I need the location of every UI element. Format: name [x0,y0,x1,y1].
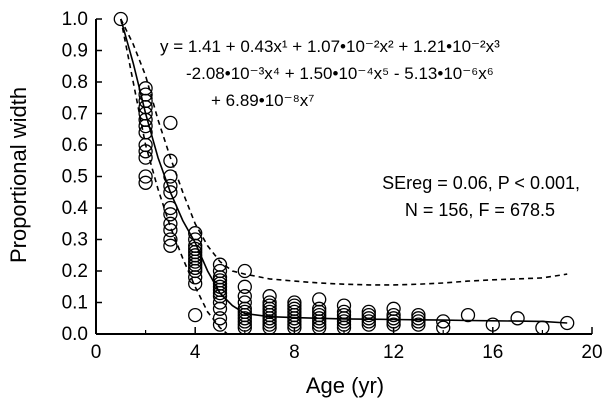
data-point [163,185,178,200]
data-point [163,222,178,238]
data-point [237,263,252,279]
data-point [212,285,228,301]
y-axis-title: Proportional width [6,87,31,263]
x-tick-label: 20 [581,342,602,363]
data-point [237,311,252,326]
data-point [312,314,327,329]
y-tick-label: 0.3 [62,230,88,251]
y-tick-label: 0.1 [62,293,88,314]
ticks: 0.0 0.1 0.2 0.3 0.4 0.5 0.6 0.7 0.8 0.9 1.0 0 4 8 12 16… [62,9,602,363]
data-point [163,178,178,194]
y-tick-label: 0.2 [62,261,88,282]
data-point [163,216,178,231]
data-point [138,150,153,165]
data-point [386,314,401,329]
y-tick-label: 0.5 [62,167,88,188]
data-point [287,314,302,329]
data-point [138,118,153,134]
x-tick-label: 4 [190,342,201,363]
data-point [188,276,203,291]
data-point [560,315,575,331]
data-point [163,153,178,168]
data-point [386,311,401,326]
x-axis-title: Age (yr) [306,373,384,398]
data-point [262,314,277,329]
data-point [436,314,451,329]
x-tick-label: 0 [91,342,102,363]
data-point [262,311,277,326]
data-point [411,311,426,326]
data-point [188,254,203,269]
data-point [485,317,500,332]
data-point [312,320,327,335]
data-point [411,307,426,323]
data-point [361,317,376,332]
data-point [336,317,352,332]
data-point [188,270,203,285]
data-point [361,311,376,326]
data-point [212,317,228,332]
data-point [361,307,376,323]
data-point [336,314,352,329]
data-point [386,307,401,323]
stats-line-2: N = 156, F = 678.5 [405,200,555,220]
data-point [287,320,302,335]
data-point [287,317,302,332]
data-point [212,301,228,316]
y-tick-label: 0.0 [62,324,88,345]
equation-annotation: y = 1.41 + 0.43x¹ + 1.07•10⁻²x² + 1.21•1… [160,37,500,110]
data-point [138,175,153,190]
data-point [411,314,426,329]
data-point [237,314,252,329]
data-point [386,317,401,332]
data-point [138,169,153,184]
data-point [212,311,228,326]
data-point [336,320,352,335]
data-point [212,295,228,310]
y-tick-label: 0.8 [62,72,88,93]
data-point [163,115,178,131]
data-points [113,11,575,335]
data-point [312,311,327,326]
x-tick-label: 12 [383,342,404,363]
upper-confidence-band [120,18,568,286]
stats-line-1: SEreg = 0.06, P < 0.001, [382,173,580,193]
data-point [411,317,426,332]
data-point [163,169,178,184]
data-point [163,238,178,253]
equation-line-3: + 6.89•10⁻⁸x⁷ [211,91,314,110]
equation-line-2: -2.08•10⁻³x⁴ + 1.50•10⁻⁴x⁵ - 5.13•10⁻⁶x⁶ [186,64,494,83]
y-tick-label: 0.9 [62,41,88,62]
y-tick-label: 0.6 [62,135,88,156]
equation-line-1: y = 1.41 + 0.43x¹ + 1.07•10⁻²x² + 1.21•1… [160,37,500,56]
data-point [336,311,352,326]
stats-annotation: SEreg = 0.06, P < 0.001, N = 156, F = 67… [382,173,580,220]
y-tick-label: 1.0 [62,9,88,30]
data-point [237,320,252,335]
data-point [262,320,277,335]
data-point [188,307,203,323]
data-point [163,232,178,247]
data-point [510,311,525,326]
data-point [361,314,376,329]
data-point [138,144,153,159]
x-tick-label: 8 [289,342,300,363]
data-point [237,279,252,294]
data-point [237,317,252,332]
x-tick-label: 16 [482,342,503,363]
data-point [212,279,228,294]
y-tick-label: 0.7 [62,104,88,125]
data-point [436,320,451,335]
data-point [287,311,302,326]
data-point [113,11,128,27]
data-point [163,207,178,222]
y-tick-label: 0.4 [62,198,89,219]
data-point [163,200,178,216]
data-point [460,307,476,323]
data-point [188,260,203,276]
data-point [262,317,277,332]
data-point [535,320,550,335]
data-point [312,317,327,332]
